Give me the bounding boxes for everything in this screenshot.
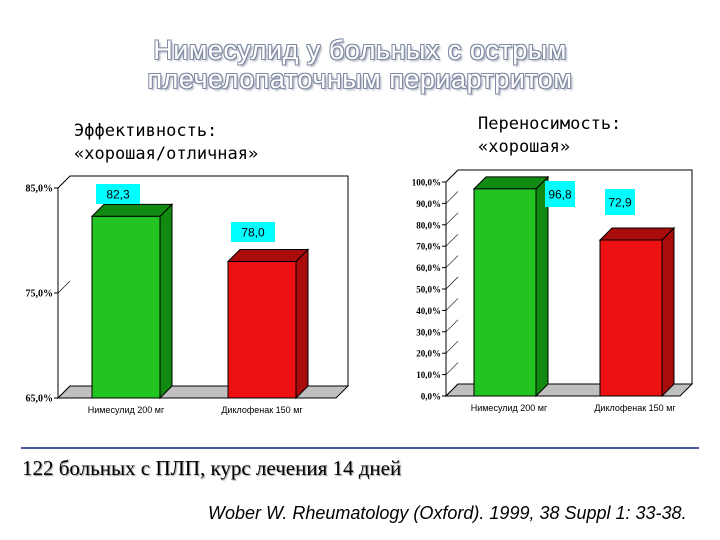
divider-line xyxy=(21,447,699,449)
y-tick-depth xyxy=(445,255,459,268)
y-tick-depth xyxy=(445,298,459,311)
efficacy-heading-line1: Эффективность: xyxy=(74,121,218,141)
efficacy-heading: Эффективность: «хорошая/отличная» xyxy=(74,120,258,166)
tolerability-heading-line1: Переносимость: xyxy=(478,114,622,134)
bar xyxy=(599,239,663,397)
efficacy-heading-line2: «хорошая/отличная» xyxy=(74,144,259,164)
tolerability-heading-line2: «хорошая» xyxy=(478,137,571,157)
bar-side xyxy=(661,226,675,398)
bar-top xyxy=(90,203,174,217)
data-label-box xyxy=(96,184,140,204)
y-tick-label: 75,0% xyxy=(26,289,54,300)
y-tick-label: 40,0% xyxy=(416,306,441,316)
bar-side xyxy=(535,175,549,398)
y-tick-depth xyxy=(445,362,459,375)
data-label: 96,8 xyxy=(548,188,572,202)
slide-title-line1: Нимесулид у больных с острым xyxy=(153,35,567,65)
y-tick-label: 100,0% xyxy=(412,178,441,188)
y-tick-label: 30,0% xyxy=(416,327,441,337)
data-label: 82,3 xyxy=(106,188,130,202)
bar-top xyxy=(472,176,550,190)
y-tick-label: 60,0% xyxy=(416,263,441,273)
category-label: Нимесулид 200 мг xyxy=(88,405,165,415)
tolerability-heading: Переносимость: «хорошая» xyxy=(478,113,621,159)
y-tick-depth xyxy=(445,212,459,226)
category-label: Диклофенак 150 мг xyxy=(221,405,303,415)
bar-top xyxy=(598,227,676,241)
data-label: 78,0 xyxy=(241,226,265,240)
y-tick-depth xyxy=(445,191,459,204)
category-label: Диклофенак 150 мг xyxy=(594,403,676,413)
data-label-box xyxy=(605,189,635,215)
data-label-box xyxy=(231,222,275,242)
y-tick-depth xyxy=(445,233,459,247)
data-label: 72,9 xyxy=(608,196,632,210)
bar-side xyxy=(159,203,173,400)
y-tick-label: 65,0% xyxy=(26,394,54,405)
bar xyxy=(91,215,161,399)
y-tick-depth xyxy=(445,276,459,290)
y-tick-label: 70,0% xyxy=(416,242,441,252)
y-tick-label: 80,0% xyxy=(416,220,441,230)
y-tick-label: 85,0% xyxy=(26,184,54,195)
y-tick-label: 90,0% xyxy=(416,199,441,209)
y-tick-depth xyxy=(57,385,71,399)
bar-side xyxy=(295,248,309,400)
y-tick-label: 50,0% xyxy=(416,285,441,295)
category-label: Нимесулид 200 мг xyxy=(471,403,548,413)
y-tick-depth xyxy=(57,280,71,294)
slide-title-line2: плечелопаточным периартритом xyxy=(147,64,573,94)
y-tick-depth xyxy=(445,340,459,354)
y-tick-label: 0,0% xyxy=(421,392,441,402)
chart-2: 0,0% 10,0% 20,0% 30,0% 40,0% 50,0% 60,0% 70,0% 8… xyxy=(412,169,694,413)
y-tick-depth xyxy=(445,169,459,183)
bar-top xyxy=(226,249,310,262)
y-tick-depth xyxy=(445,383,459,397)
y-tick-label: 10,0% xyxy=(416,370,441,380)
chart-1: 65,0% 75,0% 85,0% 82,3 Нимесулид 200 мг 78,0 Д… xyxy=(26,175,350,415)
slide-title: Нимесулид у больных с острым плечелопато… xyxy=(0,36,720,94)
y-tick-depth xyxy=(57,175,71,189)
bar xyxy=(227,261,297,399)
data-label-box xyxy=(545,181,575,207)
citation: Wober W. Rheumatology (Oxford). 1999, 38… xyxy=(208,503,687,523)
bar xyxy=(473,188,537,397)
y-tick-depth xyxy=(445,319,459,333)
study-footnote: 122 больных с ПЛП, курс лечения 14 дней xyxy=(22,456,402,480)
y-tick-label: 20,0% xyxy=(416,349,441,359)
